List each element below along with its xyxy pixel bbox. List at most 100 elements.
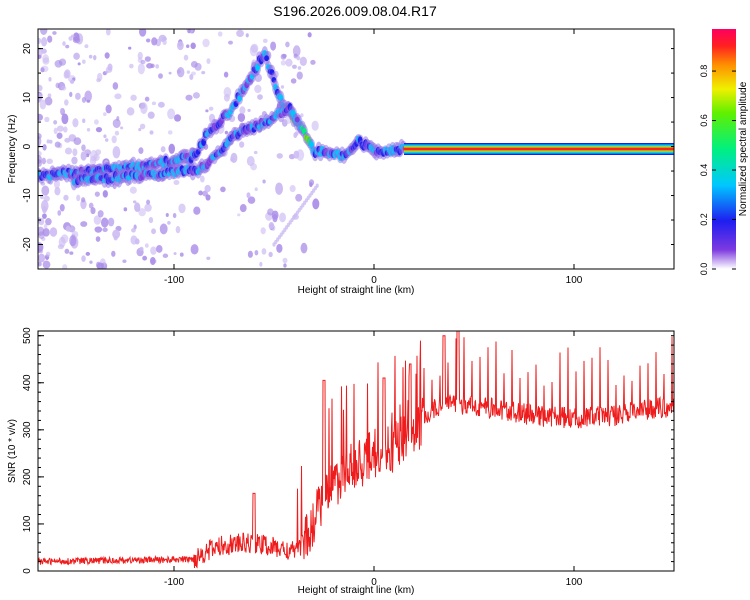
- spectrogram-noise-cell: [138, 208, 146, 217]
- spectrogram-noise-cell: [148, 217, 154, 224]
- spectrogram-noise-cell: [246, 192, 251, 199]
- spectrogram-noise-cell: [44, 96, 53, 106]
- spectrogram-noise-cell: [77, 62, 81, 66]
- spectrogram-noise-cell: [93, 119, 99, 125]
- spectrogram-noise-cell: [47, 35, 53, 43]
- spectrogram-noise-cell: [146, 199, 151, 205]
- spectrogram-noise-cell: [72, 118, 79, 128]
- spectrogram-noise-cell: [82, 118, 86, 124]
- spectrogram-noise-cell: [42, 144, 47, 151]
- spectrogram-noise-cell: [43, 223, 48, 229]
- spectrogram-noise-cell: [198, 190, 203, 196]
- colorbar-tick-label: 0.6: [699, 114, 709, 127]
- spectrogram-noise-cell: [97, 210, 104, 218]
- spectrogram-noise-cell: [150, 63, 155, 68]
- spectrogram-noise-cell: [254, 84, 262, 94]
- spectrogram-noise-cell: [159, 223, 168, 235]
- spectrogram-noise-cell: [45, 217, 52, 226]
- spectrogram-noise-cell: [156, 244, 163, 253]
- spectrogram-noise-cell: [247, 108, 251, 112]
- spectrogram-noise-cell: [285, 41, 290, 48]
- spectrogram-y-tick-label: 20: [22, 43, 33, 55]
- spectrogram-noise-cell: [150, 246, 157, 255]
- spectrogram-noise-cell: [73, 52, 80, 60]
- spectrogram-noise-cell: [202, 38, 210, 48]
- spectrogram-noise-cell: [199, 175, 205, 183]
- spectrogram-noise-cell: [310, 59, 316, 65]
- spectrogram-noise-cell: [85, 153, 90, 158]
- spectrogram-noise-cell: [262, 179, 266, 184]
- snr-y-tick-label: 400: [22, 374, 33, 391]
- spectrogram-noise-cell: [167, 221, 171, 225]
- spectrogram-ridge-cell: [264, 55, 269, 62]
- spectrogram-noise-cell: [157, 101, 165, 108]
- spectrogram-noise-cell: [279, 212, 287, 223]
- spectrogram-noise-cell: [112, 82, 119, 90]
- spectrogram-noise-cell: [81, 255, 86, 262]
- spectrogram-noise-cell: [239, 106, 246, 115]
- spectrogram-noise-cell: [276, 153, 283, 159]
- spectrogram-noise-cell: [239, 204, 247, 213]
- spectrogram-noise-cell: [62, 264, 68, 269]
- spectrogram-noise-cell: [217, 31, 223, 37]
- spectrogram-noise-cell: [114, 130, 120, 136]
- spectrogram-noise-cell: [104, 52, 110, 59]
- spectrogram-noise-cell: [308, 179, 315, 186]
- spectrogram-noise-cell: [144, 96, 150, 102]
- spectrogram-noise-cell: [246, 156, 255, 167]
- spectrogram-noise-cell: [38, 261, 42, 267]
- spectrogram-noise-cell: [65, 44, 70, 49]
- spectrogram-noise-cell: [282, 257, 288, 264]
- spectrogram-noise-cell: [48, 77, 52, 82]
- spectrogram-noise-cell: [100, 217, 109, 228]
- spectrogram-noise-cell: [204, 184, 211, 193]
- spectrogram-noise-cell: [297, 66, 302, 70]
- spectrogram-noise-cell: [39, 99, 47, 110]
- spectrogram-noise-cell: [299, 56, 307, 67]
- spectrogram-noise-cell: [271, 225, 276, 232]
- spectrogram-noise-cell: [285, 58, 293, 67]
- spectrogram-noise-cell: [84, 44, 89, 49]
- spectrogram-noise-cell: [245, 33, 249, 38]
- spectrogram-noise-cell: [178, 203, 186, 214]
- spectrogram-noise-cell: [38, 113, 43, 121]
- colorbar-tick-label: 0.0: [699, 263, 709, 276]
- spectrogram-noise-cell: [103, 112, 107, 117]
- spectrogram-noise-cell: [54, 186, 61, 196]
- snr-y-tick-label: 300: [22, 421, 33, 438]
- spectrogram-noise-cell: [63, 70, 70, 79]
- spectrogram-noise-cell: [151, 228, 156, 235]
- spectrogram-noise-cell: [206, 256, 211, 260]
- spectrogram-noise-cell: [60, 234, 69, 244]
- spectrogram-noise-cell: [94, 191, 100, 197]
- spectrogram-noise-cell: [300, 113, 304, 118]
- spectrogram-noise-cell: [112, 229, 121, 239]
- colorbar: 0.0 0.2 0.4 0.6 0.8 Normalized spectral ampl…: [699, 29, 749, 275]
- spectrogram-noise-cell: [44, 116, 50, 123]
- snr-frame: [37, 330, 675, 572]
- spectrogram-noise-cell: [208, 106, 214, 111]
- snr-axes: -100 0 100 0 100 200 300 400 500: [22, 327, 674, 588]
- spectrogram-noise-cell: [249, 44, 258, 57]
- spectrogram-noise-cell: [276, 243, 283, 253]
- spectrogram-noise-cell: [254, 250, 259, 256]
- spectrogram-noise-cell: [296, 71, 303, 80]
- spectrogram-noise-cell: [42, 57, 50, 65]
- spectrogram-noise-cell: [186, 70, 191, 74]
- spectrogram-y-tick-label: -10: [22, 188, 33, 203]
- spectrogram-noise-cell: [293, 132, 298, 139]
- spectrogram-noise-cell: [82, 59, 86, 64]
- spectrogram-noise-cell: [138, 128, 142, 132]
- spectrogram-noise-cell: [144, 203, 152, 212]
- spectrogram-x-tick-label: 0: [371, 275, 377, 286]
- spectrogram-noise-cell: [56, 125, 64, 132]
- spectrogram-noise-cell: [69, 251, 74, 255]
- spectrogram-noise-cell: [73, 137, 82, 146]
- spectrogram-noise-cell: [290, 78, 297, 84]
- spectrogram-noise-cell: [139, 123, 146, 130]
- spectrogram-noise-cell: [176, 67, 185, 78]
- spectrogram-noise-cell: [76, 194, 81, 202]
- spectrogram-noise-cell: [192, 92, 200, 99]
- spectrogram-noise-cell: [62, 41, 66, 47]
